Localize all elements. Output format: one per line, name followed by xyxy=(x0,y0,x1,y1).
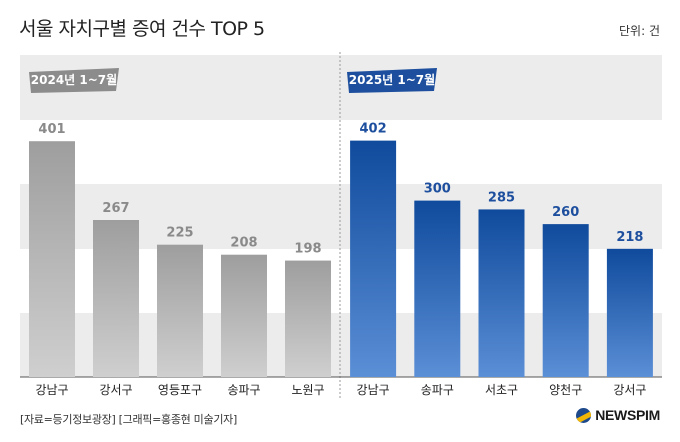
bar-2025-양천구 xyxy=(542,224,589,377)
value-label-2024-영등포구: 225 xyxy=(166,226,193,241)
category-label-2025-강서구: 강서구 xyxy=(613,383,646,397)
value-label-2024-강서구: 267 xyxy=(102,201,129,216)
period-tag-2025: 2025년 1~7월 xyxy=(347,68,437,93)
value-label-2025-양천구: 260 xyxy=(552,205,579,220)
value-label-2025-송파구: 300 xyxy=(424,182,451,197)
source-credit: [자료=등기정보광장] [그래픽=홍종현 미술기자] xyxy=(20,413,237,426)
bar-2024-강서구 xyxy=(93,220,139,377)
category-label-2024-강남구: 강남구 xyxy=(35,383,68,397)
background-band-1 xyxy=(20,55,662,120)
bar-2024-송파구 xyxy=(221,254,267,377)
period-tag-bg-2024 xyxy=(29,68,119,93)
period-tag-label-2024: 2024년 1~7월 xyxy=(31,72,117,87)
category-label-2024-송파구: 송파구 xyxy=(227,383,260,397)
bar-2025-강남구 xyxy=(350,140,397,377)
chart-title: 서울 자치구별 증여 건수 TOP 5 xyxy=(19,18,265,40)
bar-2025-강서구 xyxy=(606,248,653,377)
unit-label: 단위: 건 xyxy=(619,24,660,38)
category-label-2024-노원구: 노원구 xyxy=(291,383,324,397)
value-label-2024-노원구: 198 xyxy=(294,242,321,257)
value-label-2025-강서구: 218 xyxy=(616,230,643,245)
category-label-2025-강남구: 강남구 xyxy=(357,383,390,397)
period-tag-bg-2025 xyxy=(347,68,437,93)
value-label-2025-강남구: 402 xyxy=(360,122,387,137)
category-label-2025-서초구: 서초구 xyxy=(485,383,518,397)
period-tag-2024: 2024년 1~7월 xyxy=(29,68,119,93)
bar-chart: 2024년 1~7월 401 강남구 267 강서구 225 영등포구 208 송파구 198 노원… xyxy=(20,52,662,400)
category-label-2025-송파구: 송파구 xyxy=(421,383,454,397)
bar-2025-서초구 xyxy=(478,209,525,377)
bar-2024-영등포구 xyxy=(157,244,203,377)
bar-2024-노원구 xyxy=(285,260,331,377)
newspim-logo-icon xyxy=(576,407,592,423)
value-label-2024-강남구: 401 xyxy=(38,122,65,137)
bar-2025-송파구 xyxy=(414,200,461,377)
bar-2024-강남구 xyxy=(29,141,75,377)
newspim-logo: NEWSPIM xyxy=(576,407,660,423)
value-label-2025-서초구: 285 xyxy=(488,190,515,205)
value-label-2024-송파구: 208 xyxy=(230,236,257,251)
category-label-2024-강서구: 강서구 xyxy=(99,383,132,397)
newspim-logo-text: NEWSPIM xyxy=(595,407,660,423)
period-tag-label-2025: 2025년 1~7월 xyxy=(349,72,435,87)
category-label-2025-양천구: 양천구 xyxy=(549,382,582,397)
category-label-2024-영등포구: 영등포구 xyxy=(158,383,202,397)
